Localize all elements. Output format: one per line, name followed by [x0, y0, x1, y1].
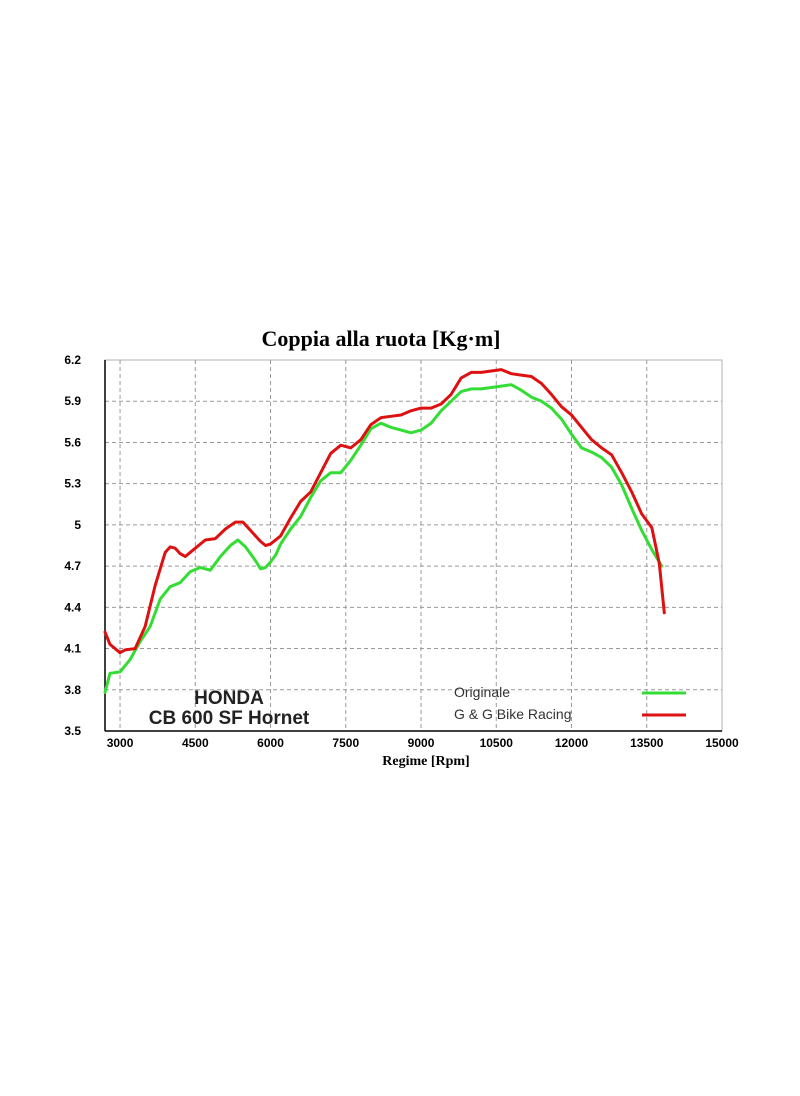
- x-tick-label-4: 9000: [408, 736, 435, 750]
- y-tick-label-5: 5: [74, 518, 81, 532]
- brand-annotation: HONDA CB 600 SF Hornet: [149, 688, 310, 729]
- y-tick-labels: 3.5 3.8 4.1 4.4 4.7 5 5.3 5.6 5.9 6.2: [64, 353, 81, 738]
- brand-line-1: HONDA: [194, 688, 264, 709]
- series-line-originale: [103, 383, 664, 694]
- y-tick-label-4: 4.7: [64, 559, 81, 573]
- y-tick-label-2: 4.1: [64, 642, 81, 656]
- x-tick-label-5: 10500: [480, 736, 514, 750]
- series-line-gg-bike-racing: [103, 368, 666, 655]
- y-tick-label-9: 6.2: [64, 353, 81, 367]
- series-lines: [103, 368, 666, 694]
- x-axis-label: Regime [Rpm]: [382, 754, 469, 769]
- y-tick-label-6: 5.3: [64, 477, 81, 491]
- x-tick-labels: 3000 4500 6000 7500 9000 10500 12000 13500 15000: [107, 736, 739, 750]
- legend-label-1: G & G Bike Racing: [454, 706, 572, 722]
- legend-label-0: Originale: [454, 684, 510, 700]
- y-tick-label-0: 3.5: [64, 724, 81, 738]
- x-tick-label-6: 12000: [555, 736, 589, 750]
- y-tick-label-1: 3.8: [64, 683, 81, 697]
- y-tick-label-8: 5.9: [64, 394, 81, 408]
- x-gridlines: [119, 360, 648, 731]
- x-tick-label-1: 4500: [182, 736, 209, 750]
- brand-line-2: CB 600 SF Hornet: [149, 708, 310, 729]
- x-tick-label-2: 6000: [257, 736, 284, 750]
- y-tick-label-7: 5.6: [64, 435, 81, 449]
- y-tick-label-3: 4.4: [64, 600, 81, 614]
- x-tick-label-3: 7500: [332, 736, 359, 750]
- x-tick-label-7: 13500: [630, 736, 664, 750]
- legend: Originale G & G Bike Racing: [454, 684, 686, 722]
- y-gridlines: [105, 400, 722, 691]
- x-tick-label-0: 3000: [107, 736, 134, 750]
- chart-title: Coppia alla ruota [Kg·m]: [262, 326, 501, 351]
- x-tick-label-8: 15000: [705, 736, 739, 750]
